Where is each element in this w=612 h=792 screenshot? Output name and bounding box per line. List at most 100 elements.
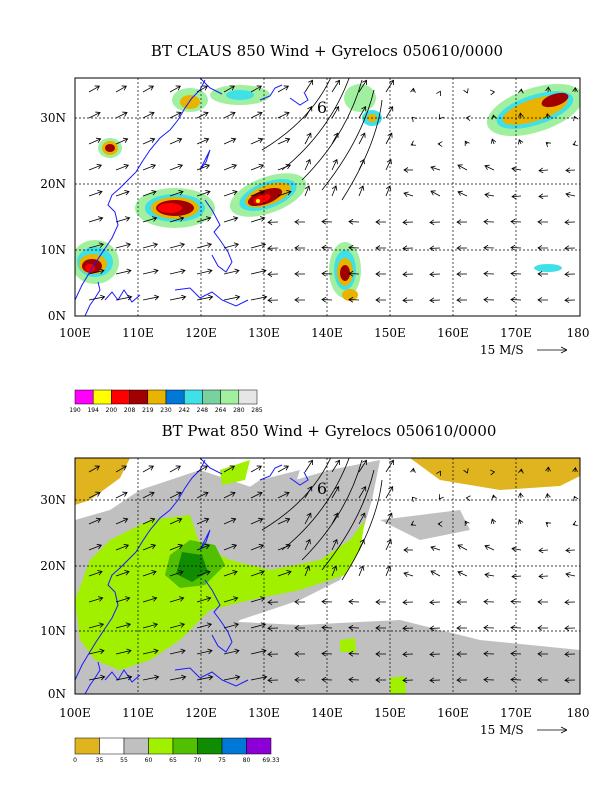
wind-vector (358, 79, 367, 93)
wind-vector (375, 271, 387, 277)
wind-vector (456, 651, 468, 657)
panel-title: BT CLAUS 850 Wind + Gyrelocs 050610/0000 (151, 42, 503, 60)
wind-vector (223, 491, 236, 499)
wind-vector (277, 85, 290, 93)
wind-vector (223, 268, 240, 275)
wind-vector (294, 271, 306, 277)
wind-vector (267, 599, 279, 606)
wind-vector (115, 268, 132, 275)
colorbar-label: 230 (160, 407, 172, 414)
wind-vector (358, 106, 367, 119)
wind-vector (267, 271, 279, 278)
wind-vector (564, 271, 576, 278)
pwat-coastlines (75, 458, 309, 694)
wind-vector (88, 268, 105, 275)
wind-vector (223, 570, 238, 577)
wind-vector (429, 219, 441, 226)
wind-vector (196, 268, 213, 275)
wind-vector (223, 137, 237, 145)
colorbar-swatch (172, 737, 198, 755)
wind-vector (196, 648, 213, 655)
wind-vector (573, 115, 579, 122)
streamline (321, 89, 375, 191)
wind-vector (142, 111, 155, 119)
colorbar-swatch (220, 389, 240, 405)
wind-vector (267, 651, 279, 658)
wind-vector (169, 570, 184, 577)
wind-vector (115, 242, 132, 249)
wind-vector (331, 185, 338, 197)
wind-vector (88, 242, 105, 249)
wind-vector (483, 624, 495, 631)
wind-vector (250, 491, 263, 499)
wind-vector (511, 193, 522, 200)
wind-vector (385, 486, 394, 499)
reference-vector: 15 M/S (480, 723, 568, 737)
wind-vector (115, 465, 128, 473)
wind-vector (88, 216, 104, 223)
wind-vector (223, 465, 236, 473)
wind-vector (267, 297, 279, 304)
plot-frame (74, 457, 581, 695)
wind-vector (250, 622, 267, 629)
wind-vector (518, 88, 524, 94)
wind-vector (196, 543, 211, 551)
wind-vector (321, 676, 333, 683)
wind-vector (538, 547, 549, 554)
wind-vector (142, 465, 155, 473)
wind-vector (510, 270, 522, 277)
wind-vector (537, 677, 549, 683)
wind-vector (430, 570, 441, 577)
wind-vector (565, 167, 576, 174)
colorbar-label: 242 (178, 407, 190, 414)
wind-vector (545, 141, 551, 148)
wind-vector (358, 486, 367, 499)
colorbar-swatch (238, 389, 258, 405)
wind-vector (277, 190, 292, 197)
wind-vector (223, 111, 236, 119)
wind-vector (410, 140, 416, 146)
wind-vector (402, 625, 414, 632)
wind-vector (169, 190, 184, 197)
wind-vector (483, 270, 495, 277)
wind-vector (565, 572, 576, 578)
colorbar-label: 208 (124, 407, 136, 414)
wind-vector (564, 677, 576, 684)
wind-vector (403, 547, 414, 553)
panel-claus: BT CLAUS 850 Wind + Gyrelocs 050610/0000 (40, 42, 589, 414)
wind-vector (457, 544, 468, 551)
wind-vector (321, 296, 333, 303)
wind-vector (142, 674, 160, 681)
wind-vector (196, 242, 213, 249)
wind-vector (267, 245, 279, 252)
x-tick-label: 130E (248, 706, 280, 720)
wind-vector (169, 465, 182, 473)
wind-vector (321, 244, 333, 251)
wind-vector (223, 216, 239, 223)
y-tick-label: 20N (40, 177, 66, 191)
wind-vector (169, 596, 185, 603)
wind-vector (465, 495, 471, 502)
x-tick-label: 110E (122, 326, 154, 340)
wind-vector (250, 190, 265, 197)
wind-vector (518, 139, 524, 145)
reference-vector-label: 15 M/S (480, 723, 524, 737)
wind-vector (277, 465, 290, 473)
wind-vector (572, 520, 578, 526)
wind-vector (196, 163, 211, 171)
wind-vector (115, 596, 131, 603)
wind-vector (196, 85, 209, 93)
colorbar-label: 60 (145, 757, 153, 764)
colorbar-swatch (92, 389, 112, 405)
colorbar-swatch (221, 737, 247, 755)
wind-vector (411, 496, 417, 502)
wind-vector (169, 216, 185, 223)
streamline (301, 459, 363, 561)
y-tick-label: 30N (40, 493, 66, 507)
colorbar-label: 194 (87, 407, 99, 414)
wind-vector (564, 651, 576, 658)
wind-vector (294, 651, 306, 657)
wind-vector (358, 565, 365, 577)
wind-vector (483, 650, 495, 657)
